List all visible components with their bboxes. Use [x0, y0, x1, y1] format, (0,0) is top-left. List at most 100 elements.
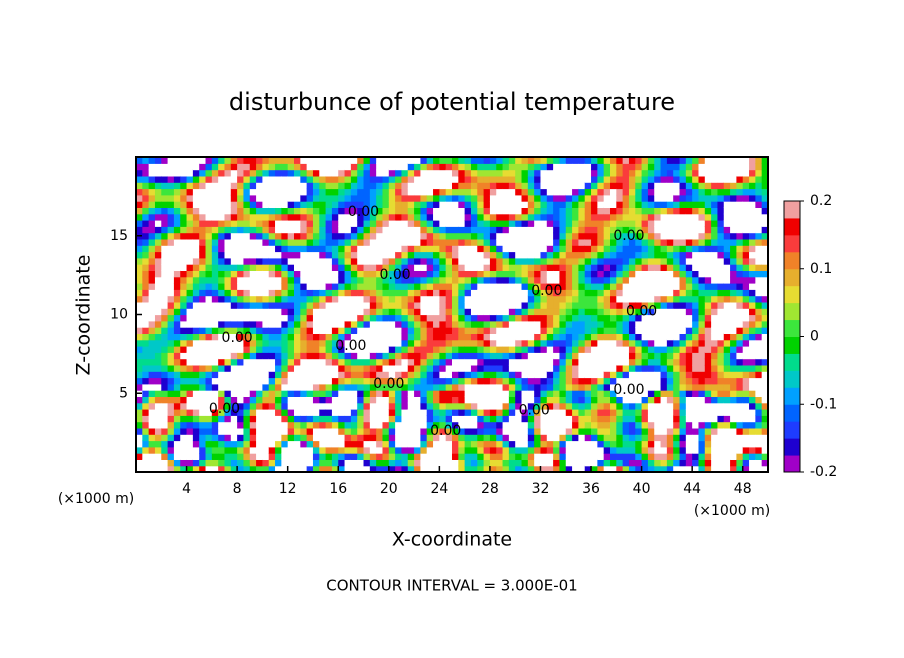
- field-cell: [761, 396, 769, 404]
- field-cell: [414, 421, 421, 429]
- field-cell: [685, 226, 693, 234]
- field-cell: [534, 453, 542, 460]
- field-cell: [603, 339, 611, 347]
- field-cell: [433, 201, 440, 208]
- field-cell: [730, 289, 737, 297]
- field-cell: [136, 207, 143, 215]
- field-cell: [319, 238, 327, 246]
- field-cell: [502, 465, 510, 473]
- field-cell: [325, 453, 333, 460]
- field-cell: [515, 358, 523, 366]
- field-cell: [723, 213, 731, 221]
- field-cell: [515, 188, 523, 196]
- field-cell: [211, 226, 219, 234]
- field-cell: [148, 333, 156, 341]
- field-cell: [458, 390, 466, 397]
- field-cell: [395, 175, 403, 183]
- field-cell: [464, 434, 472, 442]
- field-cell: [673, 339, 681, 347]
- field-cell: [426, 175, 434, 183]
- field-cell: [508, 220, 516, 227]
- field-cell: [433, 251, 440, 259]
- field-cell: [527, 157, 535, 164]
- field-cell: [502, 427, 510, 435]
- field-cell: [483, 220, 491, 227]
- field-cell: [256, 453, 263, 460]
- field-cell: [603, 352, 611, 360]
- field-cell: [755, 226, 763, 234]
- field-cell: [483, 396, 491, 404]
- field-cell: [445, 358, 453, 366]
- field-cell: [167, 377, 175, 385]
- field-cell: [622, 175, 630, 183]
- field-cell: [565, 446, 573, 454]
- field-cell: [470, 333, 478, 341]
- field-cell: [515, 427, 523, 435]
- field-cell: [559, 289, 567, 297]
- field-cell: [426, 257, 434, 265]
- field-cell: [287, 301, 295, 309]
- field-cell: [331, 421, 339, 429]
- field-cell: [730, 383, 737, 391]
- field-cell: [230, 453, 238, 460]
- field-cell: [742, 251, 750, 259]
- field-cell: [388, 352, 396, 360]
- field-cell: [180, 396, 188, 404]
- field-cell: [685, 453, 693, 460]
- field-cell: [136, 157, 143, 164]
- field-cell: [584, 175, 592, 183]
- field-cell: [717, 283, 725, 290]
- field-cell: [142, 301, 150, 309]
- field-cell: [249, 169, 257, 177]
- field-cell: [704, 238, 712, 246]
- field-cell: [148, 446, 156, 454]
- field-cell: [572, 238, 579, 246]
- field-cell: [211, 251, 219, 259]
- field-cell: [382, 396, 390, 404]
- field-cell: [344, 226, 352, 234]
- field-cell: [420, 415, 428, 423]
- field-cell: [154, 169, 162, 177]
- field-cell: [540, 220, 548, 227]
- field-cell: [218, 238, 226, 246]
- field-cell: [717, 465, 725, 473]
- field-cell: [281, 213, 289, 221]
- field-cell: [521, 308, 529, 316]
- field-cell: [148, 169, 156, 177]
- field-cell: [546, 182, 554, 190]
- field-cell: [521, 409, 529, 416]
- field-cell: [433, 169, 440, 177]
- field-cell: [616, 157, 624, 164]
- field-cell: [230, 169, 238, 177]
- field-cell: [167, 409, 175, 416]
- field-cell: [186, 276, 194, 284]
- field-cell: [357, 251, 365, 259]
- field-cell: [325, 352, 333, 360]
- field-cell: [199, 213, 207, 221]
- field-cell: [761, 320, 769, 328]
- field-cell: [578, 327, 586, 334]
- field-cell: [407, 308, 415, 316]
- field-cell: [698, 390, 706, 397]
- field-cell: [426, 251, 434, 259]
- field-cell: [540, 327, 548, 334]
- field-cell: [363, 434, 371, 442]
- field-cell: [755, 194, 763, 202]
- field-cell: [363, 333, 371, 341]
- field-cell: [325, 220, 333, 227]
- field-cell: [496, 295, 504, 303]
- field-cell: [515, 314, 523, 322]
- field-cell: [489, 232, 497, 240]
- field-cell: [445, 465, 453, 473]
- field-cell: [382, 320, 390, 328]
- field-cell: [306, 459, 314, 467]
- field-cell: [559, 213, 567, 221]
- field-cell: [755, 377, 763, 385]
- field-cell: [565, 390, 573, 397]
- field-cell: [527, 371, 535, 379]
- field-cell: [357, 194, 365, 202]
- field-cell: [483, 440, 491, 448]
- field-cell: [502, 157, 510, 164]
- field-cell: [439, 465, 447, 473]
- field-cell: [502, 220, 510, 227]
